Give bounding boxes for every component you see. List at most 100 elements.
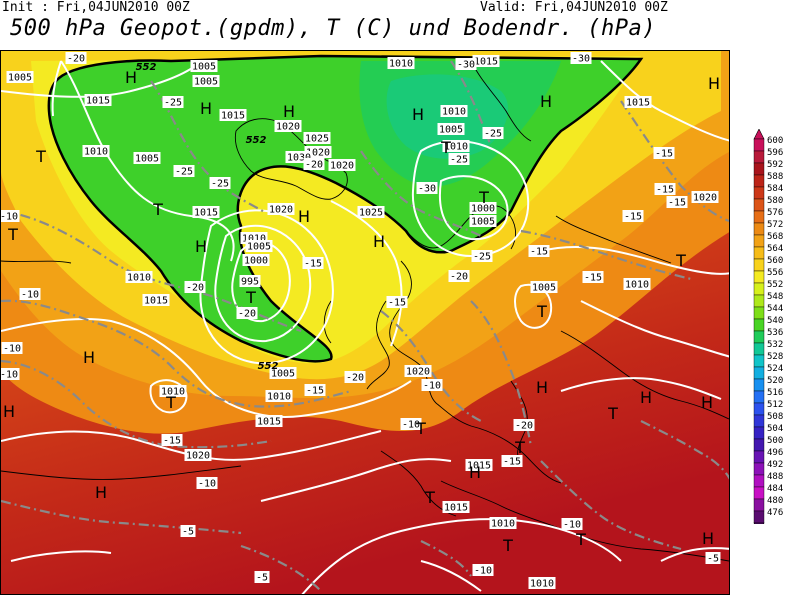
colorbar-swatch	[753, 378, 765, 392]
colorbar-label: 504	[767, 424, 783, 434]
colorbar-swatch	[753, 138, 765, 152]
high-pressure-marker: H	[200, 99, 212, 118]
isotherm-label-box	[303, 158, 325, 170]
isotherm-label-text: -20	[238, 309, 256, 320]
colorbar-label: 580	[767, 196, 783, 206]
colorbar-swatch	[753, 222, 765, 236]
isobar-label: 1015	[465, 459, 493, 472]
isobar-label: 1015	[84, 94, 112, 107]
isotherm-label-box	[209, 177, 231, 189]
isotherm-label-box	[666, 196, 688, 208]
isotherm-label-text: -25	[175, 167, 193, 178]
isotherm-label-box	[528, 245, 550, 257]
isobar-label-box	[404, 365, 432, 377]
isobar-label-text: 1015	[467, 461, 491, 472]
colorbar-label: 564	[767, 244, 783, 254]
isobar-label-text: 1020	[330, 161, 354, 172]
isotherm-label-text: -10	[21, 290, 39, 301]
isotherm-label: -30	[570, 52, 592, 65]
isobar-label: 1015	[255, 415, 283, 428]
isotherm-labels: -20-30-30-25-25-25-25-25-30-20-15-20-20-…	[1, 52, 721, 584]
isotherm-label: -25	[162, 96, 184, 109]
isotherm-label-box	[654, 183, 676, 195]
high-pressure-marker: H	[702, 529, 714, 548]
colorbar-swatch	[753, 510, 765, 524]
isotherm-label-box	[302, 257, 324, 269]
isobar-label-text: 1005	[271, 369, 295, 380]
isobar-label-text: 995	[241, 277, 259, 288]
isobar-label-text: 1015	[194, 208, 218, 219]
isobar-label-box	[265, 390, 293, 402]
isobar-label-text: 1020	[406, 367, 430, 378]
isotherm-label-box	[173, 165, 195, 177]
colorbar-label: 512	[767, 400, 783, 410]
isotherm-label-box	[513, 419, 535, 431]
valid-time: Valid: Fri,04JUN2010 00Z	[480, 0, 668, 15]
isobar-label-text: 1005	[8, 73, 32, 84]
isotherm-label-text: -20	[346, 373, 364, 384]
isotherm-label: -25	[448, 153, 470, 166]
colorbar-label: 508	[767, 412, 783, 422]
isotherm-label-box	[472, 564, 494, 576]
isobar-label-text: 1010	[444, 142, 468, 153]
isotherm-label-text: -15	[668, 198, 686, 209]
isobar-label-box	[125, 271, 153, 283]
isotherm-label-text: -15	[530, 247, 548, 258]
isobar-label-text: 1005	[532, 283, 556, 294]
isobar-label-box	[6, 71, 34, 83]
isobar-label: 1000	[242, 254, 270, 267]
isotherm-label-box	[1, 368, 20, 380]
colorbar-swatch	[753, 234, 765, 248]
isobar-label-box	[437, 123, 465, 135]
colorbar-label: 524	[767, 364, 783, 374]
isotherm-label-text: -30	[457, 60, 475, 71]
colorbar-label: 536	[767, 328, 783, 338]
isobar-label-text: 1005	[194, 77, 218, 88]
isobars	[1, 60, 729, 594]
high-pressure-marker: H	[95, 483, 107, 502]
high-pressure-marker: H	[469, 463, 481, 482]
isotherm-label-text: -15	[306, 386, 324, 397]
isobar-label-text: 1015	[257, 417, 281, 428]
isobar-label-text: 1020	[269, 205, 293, 216]
high-pressure-marker: H	[701, 393, 713, 412]
colorbar-swatch	[753, 150, 765, 164]
weather-map: 1005 1015 1010 1005 1015 1005 1005 1015 1020 1025…	[0, 50, 730, 595]
isobar-label-box	[465, 459, 493, 471]
colorbar-labels: 600 596 592 588 584 580 576 572 568 564 560 556 552 5…	[767, 136, 783, 518]
isobar-label-box	[303, 132, 331, 144]
isotherm-label-text: -10	[1, 212, 18, 223]
isotherm-label-text: -15	[655, 149, 673, 160]
isotherm-label: -15	[653, 147, 675, 160]
isotherm-label-text: -30	[418, 184, 436, 195]
isobar-label-box	[190, 60, 218, 72]
init-time: Init : Fri,04JUN2010 00Z	[2, 0, 190, 15]
isobar-label: 1020	[267, 203, 295, 216]
isobar-label-text: 1010	[161, 387, 185, 398]
low-pressure-marker: T	[7, 225, 18, 244]
isobar-label-box	[442, 501, 470, 513]
high-pressure-marker: H	[640, 388, 652, 407]
isobar-label-text: 1005	[439, 125, 463, 136]
isobar-label-box	[328, 159, 356, 171]
isotherm-label: -10	[561, 518, 583, 531]
colorbar-swatch	[753, 438, 765, 452]
colorbar-label: 520	[767, 376, 783, 386]
colorbar-swatch	[753, 318, 765, 332]
colorbar-swatch	[753, 258, 765, 272]
colorbar-label: 548	[767, 292, 783, 302]
isobar-label: 1020	[404, 365, 432, 378]
isotherm-label-text: -25	[450, 155, 468, 166]
isotherm-label: -5	[705, 552, 721, 565]
isotherm-label: -20	[303, 158, 325, 171]
isobar-label: 1010	[440, 105, 468, 118]
isobar-label-box	[387, 57, 415, 69]
isobar-label: 1005	[133, 152, 161, 165]
isobar-label-box	[159, 385, 187, 397]
colorbar-label: 576	[767, 208, 783, 218]
colorbar-label: 596	[767, 148, 783, 158]
isotherm-label: -15	[654, 183, 676, 196]
isobar-label: 1015	[219, 109, 247, 122]
isotherm-label-text: -15	[584, 273, 602, 284]
isotherm-label-box	[344, 371, 366, 383]
